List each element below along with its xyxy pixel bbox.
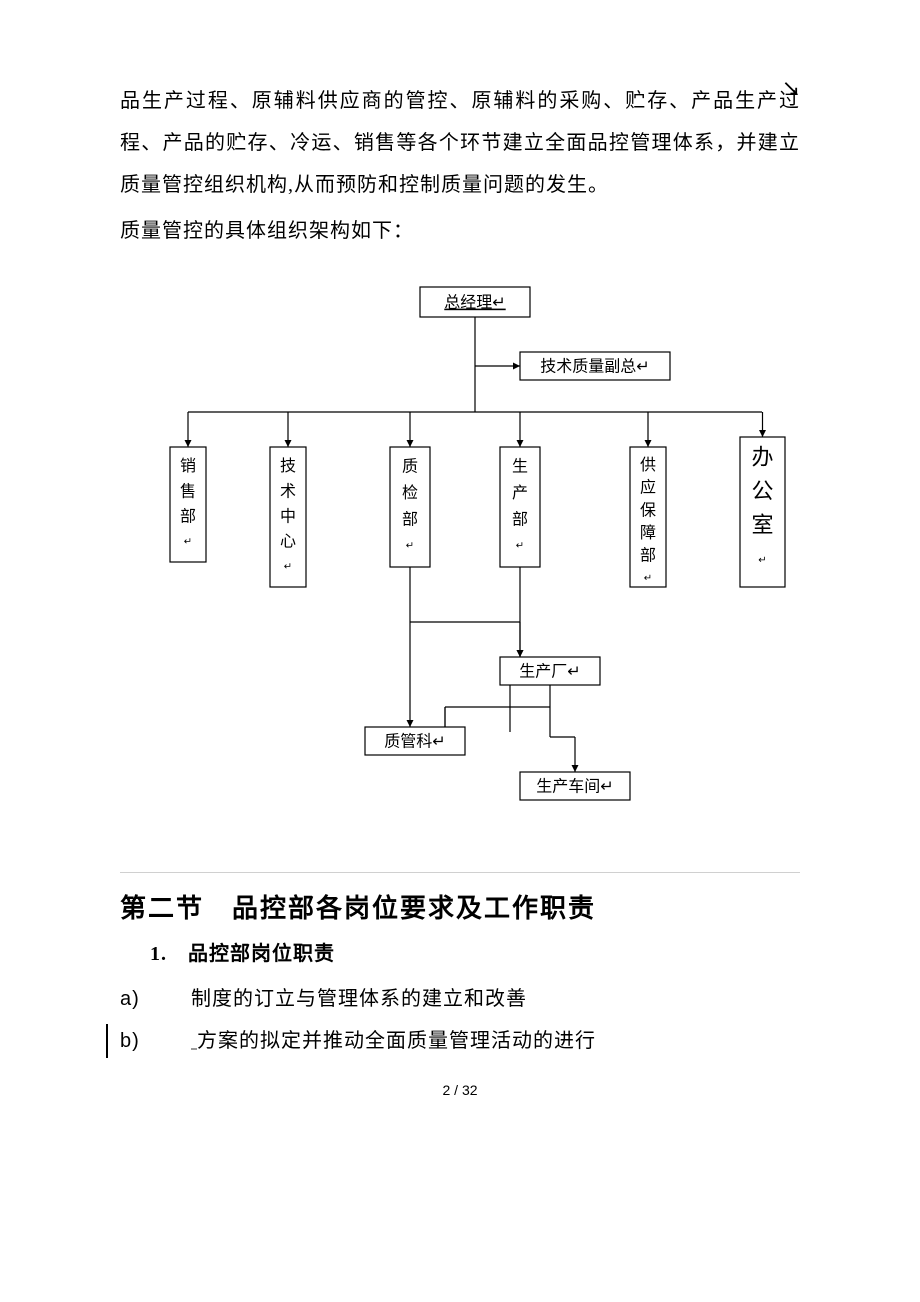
svg-text:部: 部 [640, 547, 656, 565]
intro-paragraph-2: 质量管控的具体组织架构如下： [120, 210, 800, 252]
svg-text:心: 心 [280, 533, 296, 551]
svg-text:中: 中 [280, 507, 296, 525]
svg-text:销: 销 [180, 457, 196, 475]
svg-text:检: 检 [402, 484, 418, 502]
org-chart: 总经理↵技术质量副总↵销售部↵技术中心↵质检部↵生产部↵供应保障部↵办公室↵生产… [120, 277, 820, 817]
svg-text:售: 售 [180, 482, 196, 500]
svg-text:↵: ↵ [758, 555, 766, 566]
list-item-text: 方案的拟定并推动全面质量管理活动的进行 [197, 1030, 596, 1052]
subsection-1-title: 1. 品控部岗位职责 [150, 937, 800, 966]
page-number: 2 / 32 [120, 1082, 800, 1098]
section-2-title: 第二节 品控部各岗位要求及工作职责 [120, 888, 800, 925]
list-item-label: b) [120, 1020, 170, 1062]
section-divider [120, 872, 800, 873]
svg-text:障: 障 [640, 524, 656, 542]
svg-text:生: 生 [512, 458, 528, 476]
svg-text:↵: ↵ [516, 540, 524, 551]
svg-text:技: 技 [280, 457, 296, 475]
svg-text:质管科↵: 质管科↵ [384, 733, 445, 751]
subsection-number: 1. [150, 943, 167, 965]
svg-text:室: 室 [751, 513, 773, 538]
svg-text:保: 保 [640, 501, 656, 519]
subsection-text: 品控部岗位职责 [188, 943, 335, 965]
corner-arrow-icon: ↘ [782, 75, 800, 101]
duty-list: a) 制度的订立与管理体系的建立和改善b) 方案的拟定并推动全面质量管理活动的进… [120, 978, 800, 1062]
svg-text:↵: ↵ [284, 561, 292, 572]
intro-paragraph-1: 品生产过程、原辅料供应商的管控、原辅料的采购、贮存、产品生产过程、产品的贮存、冷… [120, 80, 800, 206]
svg-text:产: 产 [512, 484, 528, 502]
svg-text:生产厂↵: 生产厂↵ [519, 663, 580, 681]
list-item: b) 方案的拟定并推动全面质量管理活动的进行 [120, 1020, 800, 1062]
svg-text:技术质量副总↵: 技术质量副总↵ [540, 358, 649, 376]
svg-text:质: 质 [402, 458, 418, 476]
svg-text:↵: ↵ [644, 573, 652, 584]
svg-text:部: 部 [512, 511, 528, 529]
svg-text:部: 部 [402, 511, 418, 529]
list-item: a) 制度的订立与管理体系的建立和改善 [120, 978, 800, 1020]
svg-text:供: 供 [640, 456, 656, 474]
revision-mark [106, 1024, 108, 1058]
list-item-text: 制度的订立与管理体系的建立和改善 [191, 988, 527, 1010]
svg-text:↵: ↵ [184, 536, 192, 547]
svg-text:应: 应 [640, 478, 656, 497]
svg-text:办: 办 [751, 445, 773, 470]
list-item-label: a) [120, 978, 170, 1020]
svg-text:生产车间↵: 生产车间↵ [536, 778, 613, 796]
svg-text:公: 公 [751, 479, 773, 504]
svg-text:↵: ↵ [406, 540, 414, 551]
svg-text:部: 部 [180, 508, 196, 526]
svg-text:术: 术 [280, 482, 296, 500]
svg-text:总经理↵: 总经理↵ [444, 294, 505, 312]
